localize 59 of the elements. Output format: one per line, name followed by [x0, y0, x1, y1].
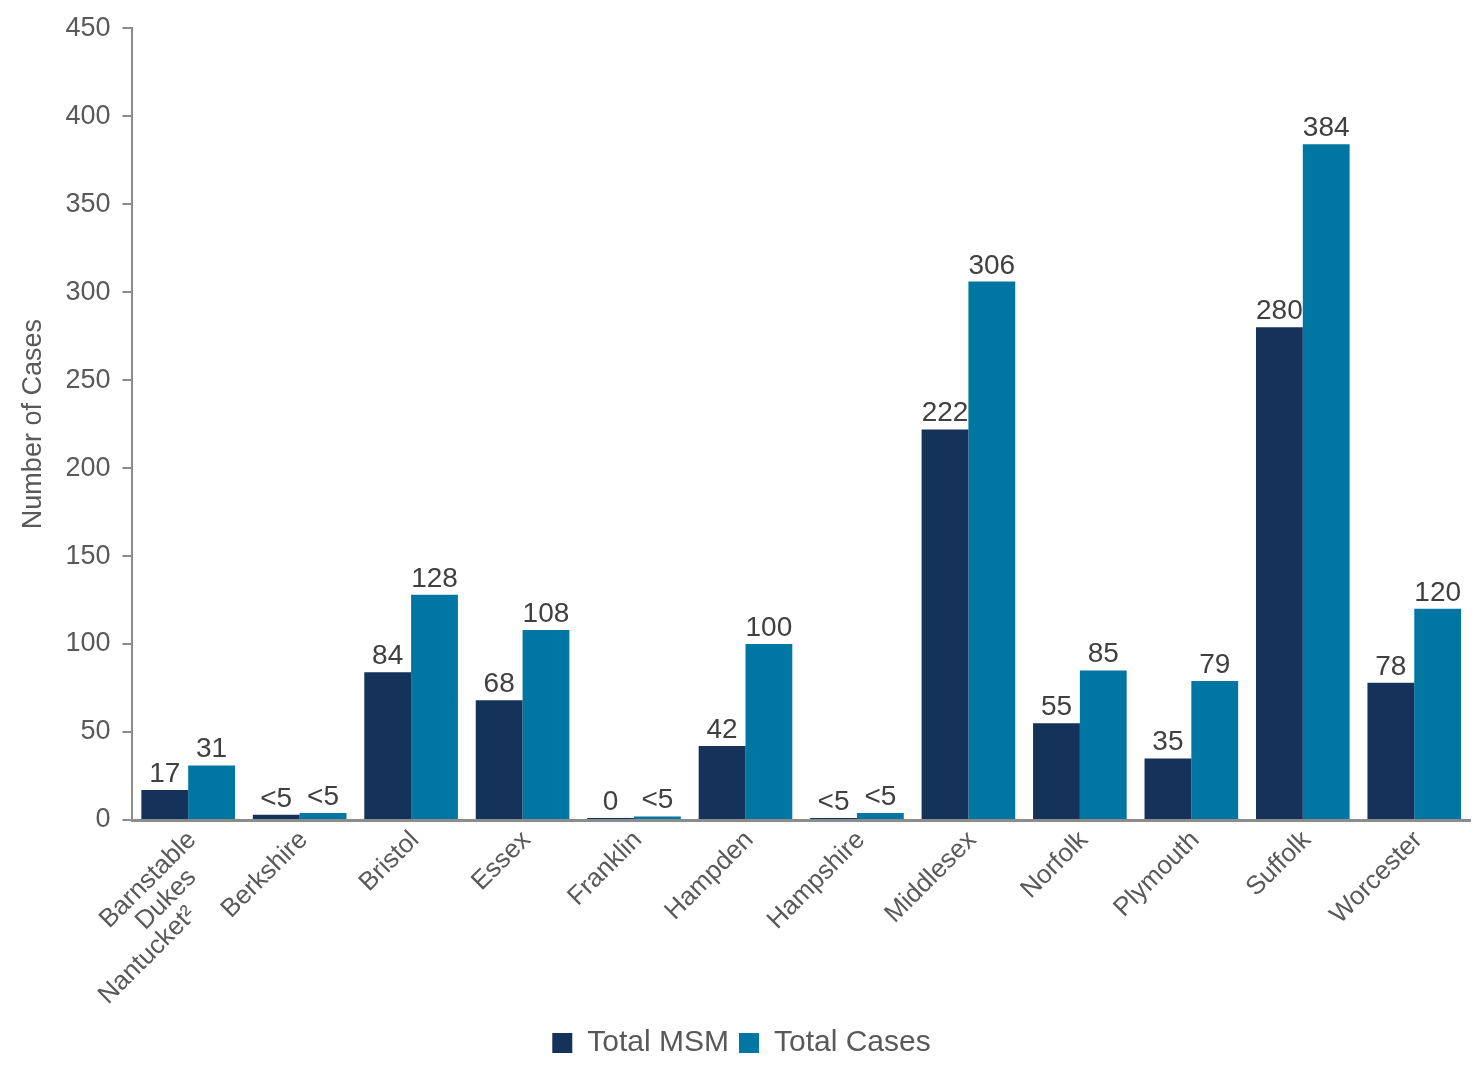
bar	[141, 790, 189, 819]
bar	[968, 281, 1016, 819]
bar	[634, 816, 681, 819]
data-label: 78	[1375, 649, 1407, 681]
data-label: 108	[522, 596, 570, 628]
y-tick-label: 100	[65, 627, 111, 658]
bar	[299, 812, 347, 819]
data-label: <5	[817, 785, 850, 816]
bar	[921, 429, 969, 819]
y-axis-title: Number of Cases	[16, 319, 47, 530]
bar	[1144, 758, 1192, 819]
bar	[1191, 681, 1239, 819]
y-tick-label: 300	[65, 275, 111, 306]
y-tick-label: 200	[65, 451, 111, 482]
bar	[745, 644, 793, 819]
data-label: 84	[372, 639, 404, 671]
bar	[188, 765, 235, 819]
bar	[1414, 608, 1462, 819]
data-label: 0	[602, 785, 619, 816]
bar	[1367, 682, 1415, 819]
bar	[1302, 144, 1350, 819]
data-label: <5	[260, 781, 293, 813]
y-tick-label: 0	[95, 803, 111, 834]
data-label: <5	[864, 779, 897, 811]
data-label: 120	[1414, 575, 1462, 607]
bar	[698, 746, 746, 819]
y-tick-label: 50	[80, 715, 111, 746]
y-tick-label: 450	[65, 11, 111, 42]
bar	[411, 594, 458, 819]
data-label: 68	[483, 667, 515, 699]
legend-label: Total Cases	[773, 1024, 931, 1058]
bar	[475, 700, 523, 819]
bar	[1255, 327, 1303, 819]
data-label: 280	[1256, 294, 1303, 326]
data-label: 100	[745, 611, 793, 643]
data-label: 55	[1040, 690, 1073, 722]
data-label: 31	[196, 732, 228, 764]
y-tick-label: 250	[65, 363, 111, 394]
bar	[1033, 723, 1080, 819]
data-label: 384	[1302, 111, 1350, 143]
bar	[364, 672, 412, 819]
y-tick-label: 350	[65, 187, 111, 218]
data-label: 128	[411, 561, 458, 593]
legend-label: Total MSM	[587, 1024, 729, 1058]
y-tick-label: 400	[65, 99, 111, 130]
bar	[856, 812, 904, 819]
bar	[522, 629, 570, 819]
bar	[252, 814, 300, 819]
data-label: 35	[1152, 725, 1184, 757]
data-label: <5	[307, 779, 340, 811]
data-label: 42	[706, 713, 738, 745]
y-tick-label: 150	[65, 539, 111, 570]
data-label: <5	[641, 783, 674, 815]
data-label: 85	[1087, 637, 1119, 669]
data-label: 306	[968, 248, 1016, 280]
data-label: 17	[149, 757, 181, 789]
bar	[1079, 670, 1127, 819]
data-label: 79	[1199, 648, 1231, 679]
data-label: 222	[921, 396, 969, 428]
